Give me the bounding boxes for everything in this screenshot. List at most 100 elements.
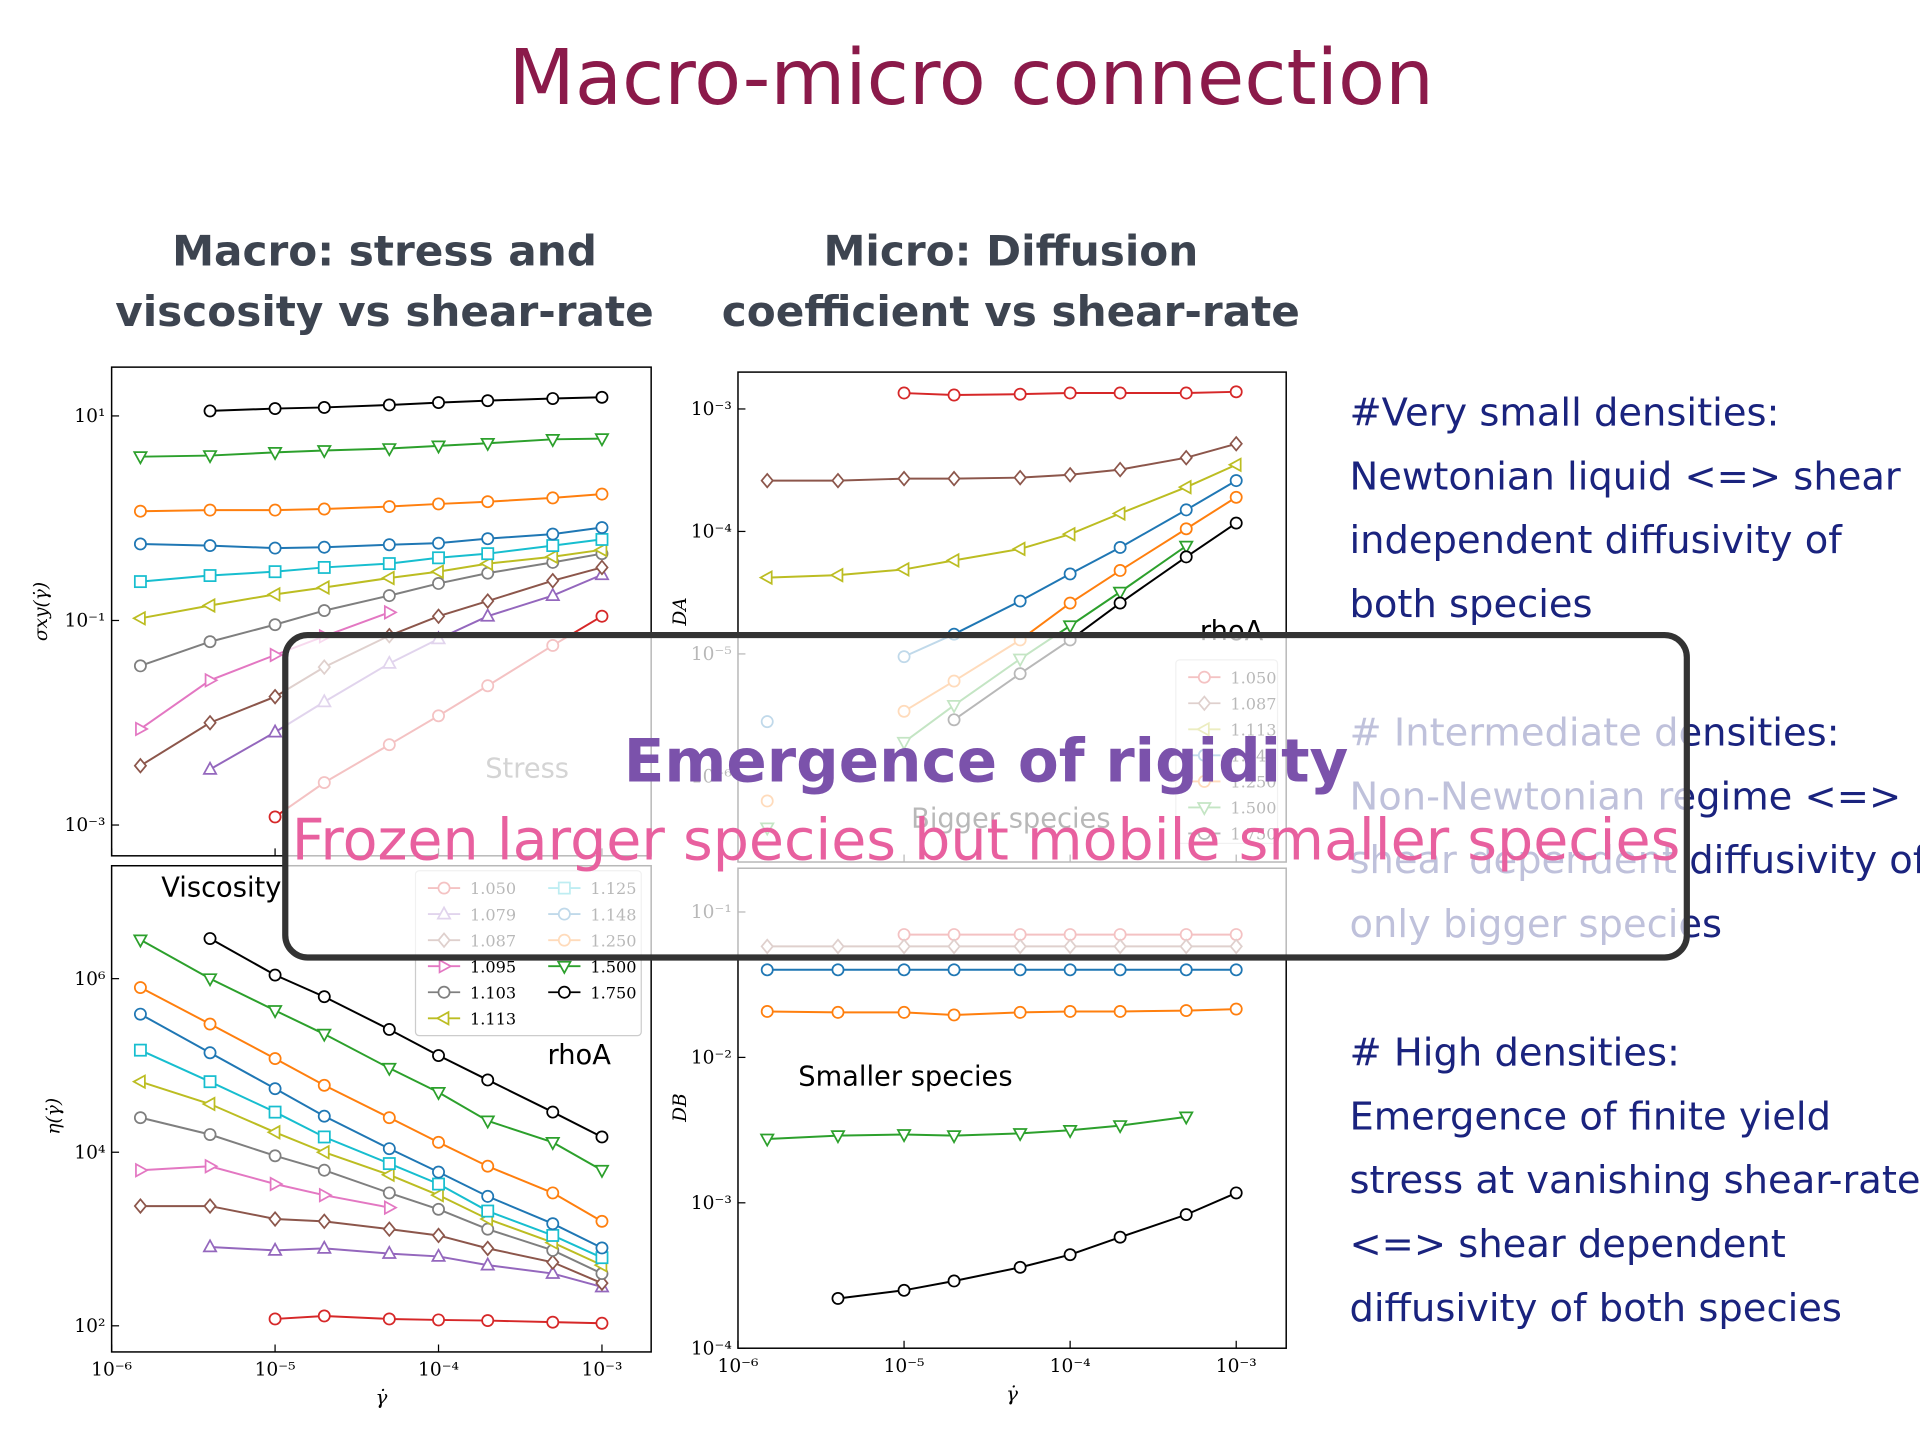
data-point	[317, 1109, 331, 1123]
slide-title: Macro-micro connection	[509, 34, 1434, 123]
data-point	[133, 1043, 147, 1057]
data-point	[760, 963, 774, 977]
data-point	[896, 1129, 912, 1143]
data-point	[268, 688, 282, 705]
series-line	[837, 1192, 1237, 1300]
data-point	[897, 470, 911, 487]
data-point	[315, 1144, 330, 1160]
data-point	[382, 398, 396, 412]
data-point	[1113, 1230, 1127, 1244]
data-point	[1179, 963, 1193, 977]
data-point	[1013, 469, 1027, 486]
data-point	[430, 1247, 447, 1262]
data-point	[830, 1130, 846, 1145]
data-point	[382, 1221, 397, 1238]
data-point	[1113, 1005, 1127, 1018]
data-point	[316, 1028, 332, 1043]
data-point	[1179, 1004, 1193, 1017]
data-point	[759, 1133, 775, 1148]
data-point	[382, 1312, 396, 1326]
note-line: stress at vanishing shear-rates	[1349, 1158, 1920, 1203]
data-point	[432, 1049, 445, 1063]
y-axis-label: DA	[670, 597, 691, 626]
data-point	[1063, 466, 1077, 483]
data-point	[1112, 1120, 1128, 1135]
data-point	[316, 1239, 332, 1254]
note-line: diffusivity of both species	[1349, 1286, 1841, 1331]
data-point	[432, 396, 445, 410]
data-point	[267, 1241, 283, 1256]
data-point	[947, 963, 961, 977]
data-point	[266, 1124, 281, 1140]
data-point	[595, 559, 609, 576]
data-point	[1229, 385, 1243, 399]
note-line: #Very small densities:	[1349, 390, 1779, 435]
data-point	[758, 569, 773, 586]
column-heading: coefficient vs shear-rate	[722, 287, 1300, 336]
data-point	[1178, 1111, 1194, 1126]
data-point	[1013, 594, 1027, 608]
data-point	[481, 1204, 495, 1218]
data-point	[430, 1086, 447, 1101]
data-point	[595, 390, 609, 404]
data-point	[203, 1128, 217, 1141]
data-point	[317, 1163, 331, 1177]
data-point	[203, 1197, 217, 1215]
data-point	[1179, 386, 1193, 400]
data-point	[431, 608, 446, 625]
data-point	[1063, 567, 1077, 581]
data-point	[268, 1312, 282, 1326]
data-point	[380, 570, 395, 586]
data-point	[1113, 541, 1127, 554]
y-tick-label: 10⁻¹	[64, 611, 105, 632]
data-point	[1063, 1248, 1077, 1262]
y-tick-label: 10⁻⁴	[691, 1338, 732, 1359]
y-axis-label: η(γ̇)	[44, 1098, 65, 1135]
data-point	[269, 1176, 284, 1192]
data-point	[947, 470, 961, 487]
data-point	[479, 555, 494, 572]
data-point	[545, 1137, 561, 1151]
data-point	[382, 557, 396, 571]
data-point	[316, 445, 332, 459]
data-point	[1229, 474, 1243, 488]
data-point	[546, 1105, 560, 1119]
note-line: Newtonian liquid <=> shear	[1349, 454, 1900, 499]
data-point	[760, 472, 774, 489]
data-point	[204, 1158, 219, 1174]
data-point	[480, 437, 496, 452]
legend-label: 1.095	[470, 957, 516, 976]
data-point	[546, 1228, 560, 1242]
data-point	[382, 1142, 396, 1156]
data-point	[1229, 1186, 1243, 1200]
overlay-subline: Frozen larger species but mobile smaller…	[292, 808, 1681, 874]
data-point	[1113, 564, 1127, 577]
data-point	[380, 1167, 395, 1183]
data-point	[546, 572, 560, 589]
data-point	[268, 618, 282, 632]
series-line	[767, 1115, 1187, 1140]
data-point	[1111, 505, 1126, 522]
x-tick-label: 10⁻⁵	[884, 1356, 925, 1377]
data-point	[203, 714, 217, 731]
data-point	[133, 537, 147, 551]
data-point	[268, 1082, 282, 1096]
x-axis-label: γ̇	[375, 1386, 387, 1409]
y-tick-label: 10⁴	[74, 1142, 105, 1163]
data-point	[432, 577, 445, 590]
data-point	[1179, 449, 1193, 466]
data-point	[481, 592, 495, 610]
legend-marker	[556, 960, 572, 975]
overlay-headline: Emergence of rigidity	[624, 727, 1349, 796]
data-point	[481, 1314, 495, 1327]
y-tick-label: 10¹	[74, 406, 105, 427]
data-point	[202, 1238, 218, 1253]
data-point	[133, 1111, 147, 1125]
data-point	[132, 934, 149, 949]
y-axis-label: DB	[670, 1093, 691, 1123]
y-tick-label: 10⁻³	[691, 1193, 732, 1214]
legend-label: 1.113	[470, 1009, 516, 1028]
